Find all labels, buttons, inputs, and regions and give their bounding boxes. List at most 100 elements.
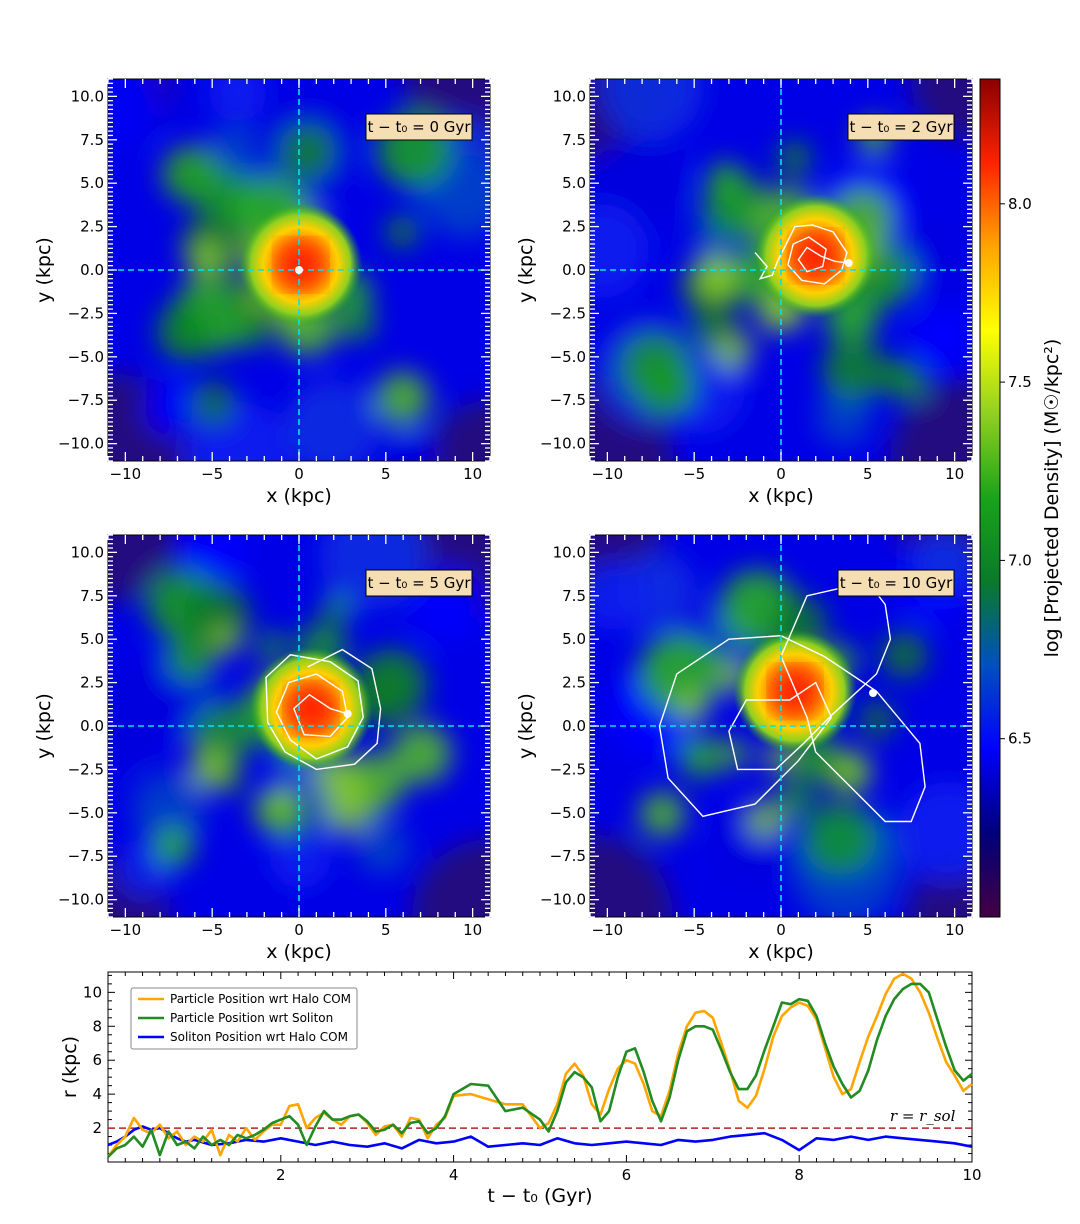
y-tick-label: 4 — [92, 1085, 102, 1103]
density-blob — [208, 79, 267, 122]
y-axis-label: y (kpc) — [515, 237, 537, 303]
density-blob — [132, 772, 206, 846]
x-tick-label: 0 — [294, 921, 304, 939]
density-blob — [375, 371, 430, 426]
y-tick-label: 0.0 — [562, 261, 586, 279]
y-tick-label: 0.0 — [80, 717, 104, 735]
x-tick-label: 5 — [863, 465, 873, 483]
density-blob — [777, 141, 812, 176]
low-density-region — [108, 535, 177, 604]
y-tick-label: 2.5 — [80, 674, 104, 692]
density-panel-bottom-right: −10 −5 0 5 10 10.0 7.5 5.0 2.5 0.0 −2.5 −5.0 −7.5 −10… — [515, 534, 973, 963]
density-blob — [385, 214, 420, 249]
x-tick-label: 10 — [945, 921, 964, 939]
density-map — [108, 79, 490, 461]
density-blob — [336, 301, 376, 341]
y-axis-label: y (kpc) — [515, 693, 537, 759]
y-tick-label: 2 — [92, 1119, 102, 1137]
low-density-region — [889, 378, 972, 461]
y-tick-label: 2.5 — [562, 218, 586, 236]
y-tick-label: 2.5 — [562, 674, 586, 692]
density-panel-top-right: −10 −5 0 5 10 10.0 7.5 5.0 2.5 0.0 −2.5 −5.0 −7.5 −10… — [515, 78, 973, 507]
y-tick-label: −5.0 — [68, 348, 104, 366]
y-tick-label: −2.5 — [550, 760, 586, 778]
legend-label-soliton-halo: Soliton Position wrt Halo COM — [170, 1030, 348, 1044]
colorbar-tick-label: 7.5 — [1008, 373, 1032, 391]
density-blob — [190, 380, 235, 425]
x-tick-label: −10 — [592, 921, 624, 939]
density-blob — [322, 595, 351, 624]
particle-orbit — [658, 581, 926, 823]
density-blob — [816, 389, 872, 446]
x-tick-label: −10 — [110, 465, 142, 483]
x-axis-label: x (kpc) — [266, 485, 332, 507]
y-tick-label: −7.5 — [550, 391, 586, 409]
y-axis-label: y (kpc) — [33, 693, 55, 759]
x-tick-label: 2 — [276, 1166, 286, 1184]
density-blob — [619, 331, 689, 402]
density-blob — [708, 162, 743, 196]
y-tick-label: −7.5 — [68, 391, 104, 409]
x-tick-label: −5 — [683, 465, 705, 483]
particle-marker — [869, 689, 878, 698]
density-blob — [746, 800, 785, 839]
x-tick-label: 4 — [449, 1166, 459, 1184]
y-tick-label: −5.0 — [550, 348, 586, 366]
colorbar-tick-label: 7.0 — [1008, 551, 1032, 569]
x-tick-label: −5 — [201, 465, 223, 483]
density-blob — [144, 381, 200, 437]
density-blob — [278, 122, 337, 181]
particle-marker — [343, 709, 352, 718]
time-label: t − t₀ = 10 Gyr — [840, 574, 953, 592]
time-label: t − t₀ = 5 Gyr — [368, 574, 472, 592]
x-tick-label: 10 — [463, 465, 482, 483]
density-blob — [599, 79, 703, 141]
particle-marker — [844, 259, 853, 268]
density-blob — [590, 203, 650, 299]
density-blob — [821, 339, 884, 402]
colorbar-label: log [Projected Density] (M☉/kpc²) — [1041, 339, 1063, 658]
density-blob — [880, 631, 928, 679]
y-axis-label: y (kpc) — [33, 237, 55, 303]
y-tick-label: −10.0 — [58, 435, 104, 453]
y-tick-label: 2.5 — [80, 218, 104, 236]
y-tick-label: 7.5 — [562, 587, 586, 605]
y-tick-label: 0.0 — [80, 261, 104, 279]
x-tick-label: 0 — [776, 465, 786, 483]
density-blob — [859, 701, 896, 738]
time-label-box — [847, 113, 955, 141]
density-blob — [355, 820, 410, 875]
density-blob — [187, 238, 227, 279]
low-density-region — [590, 834, 673, 917]
density-blob — [705, 268, 735, 298]
particle-marker — [295, 266, 303, 274]
density-map — [590, 535, 972, 917]
density-blob — [679, 736, 722, 778]
low-density-region — [910, 79, 972, 141]
colorbar-tick-label: 8.0 — [1008, 195, 1032, 213]
density-blob — [776, 780, 814, 818]
time-label: t − t₀ = 2 Gyr — [850, 118, 954, 136]
particle-orbit — [265, 648, 382, 771]
colorbar: 6.5 7.0 7.5 8.0 log [Projected Density] (M☉… — [979, 78, 1063, 918]
density-blob — [695, 645, 726, 675]
y-tick-label: 7.5 — [80, 131, 104, 149]
x-tick-label: 5 — [381, 921, 391, 939]
x-tick-label: 10 — [962, 1166, 981, 1184]
y-tick-label: 10.0 — [71, 87, 104, 105]
time-series-ylabel: r (kpc) — [59, 1036, 81, 1098]
y-tick-label: −10.0 — [540, 891, 586, 909]
y-tick-label: 10.0 — [553, 543, 586, 561]
series-line-1 — [107, 982, 973, 1158]
density-blob — [268, 788, 294, 814]
x-tick-label: −5 — [683, 921, 705, 939]
y-tick-label: −5.0 — [68, 804, 104, 822]
time-series-panel: 2 4 6 8 10 2 4 6 8 10 r = r_sol t − t₀ (Gyr) r (k… — [59, 971, 982, 1207]
legend: Particle Position wrt Halo COM Particle … — [130, 987, 358, 1050]
density-blob — [153, 826, 194, 867]
y-tick-label: −2.5 — [68, 304, 104, 322]
time-label-box — [365, 569, 473, 597]
density-panel-top-left: −10 −5 0 5 10 10.0 7.5 5.0 2.5 0.0 −2.5 −5.0 −7.5 −10… — [33, 78, 491, 507]
r-sol-label: r = r_sol — [890, 1107, 956, 1125]
